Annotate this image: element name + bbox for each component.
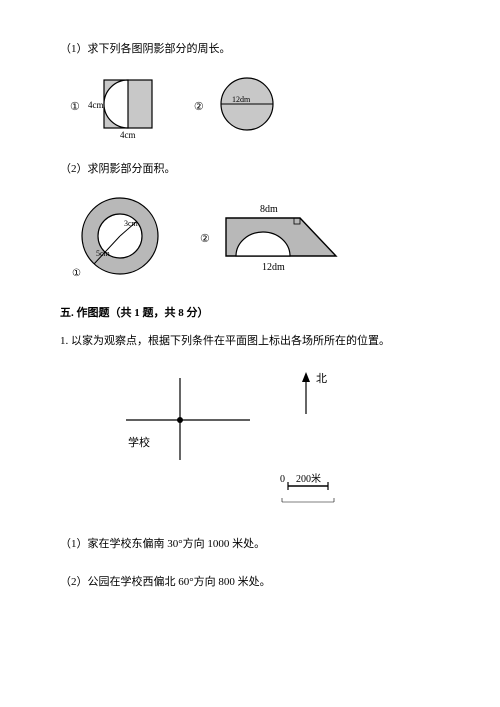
fig1-circle: 12dm [210, 74, 284, 138]
fig2-b: ② 8dm 12dm [200, 200, 346, 276]
q5-sub1: （1）家在学校东偏南 30°方向 1000 米处。 [60, 535, 440, 551]
q5-sub2: （2）公园在学校西偏北 60°方向 800 米处。 [60, 573, 440, 589]
fig2-trap: 8dm 12dm [216, 200, 346, 276]
q1-text: （1）求下列各图阴影部分的周长。 [60, 40, 440, 56]
q5-prompt: 1. 以家为观察点，根据下列条件在平面图上标出各场所所在的位置。 [60, 332, 440, 348]
fig1-side-v: 4cm [88, 100, 104, 110]
section5-title: 五. 作图题（共 1 题，共 8 分） [60, 304, 440, 320]
fig1-square-semicircle: 4cm 4cm [86, 72, 164, 140]
fig2-row: 3cm 5cm ① ② 8dm 12dm [70, 192, 440, 284]
fig2-ring: 3cm 5cm ① [70, 192, 170, 284]
scale-label: 200米 [296, 472, 321, 485]
q2-text: （2）求阴影部分面积。 [60, 160, 440, 176]
fig2-num2: ② [200, 232, 210, 245]
scale-zero: 0 [280, 474, 285, 485]
fig1-diameter: 12dm [232, 95, 251, 104]
fig2-top: 8dm [260, 204, 278, 215]
fig1-num2: ② [194, 100, 204, 113]
north-label: 北 [316, 372, 327, 385]
fig1-num1: ① [70, 100, 80, 113]
compass-diagram: 北 学校 0 200米 [120, 364, 440, 517]
fig2-r-outer: 5cm [96, 249, 111, 258]
school-label: 学校 [128, 435, 150, 449]
fig2-bottom: 12dm [262, 262, 285, 273]
fig2-r-inner: 3cm [124, 219, 139, 228]
fig1-side-h: 4cm [120, 130, 136, 140]
fig1-a: ① 4cm 4cm [70, 72, 164, 140]
fig2-num1: ① [72, 268, 81, 279]
fig1-b: ② 12dm [194, 74, 284, 138]
fig1-row: ① 4cm 4cm ② 12dm [70, 72, 440, 140]
fig2-a: 3cm 5cm ① [70, 192, 170, 284]
